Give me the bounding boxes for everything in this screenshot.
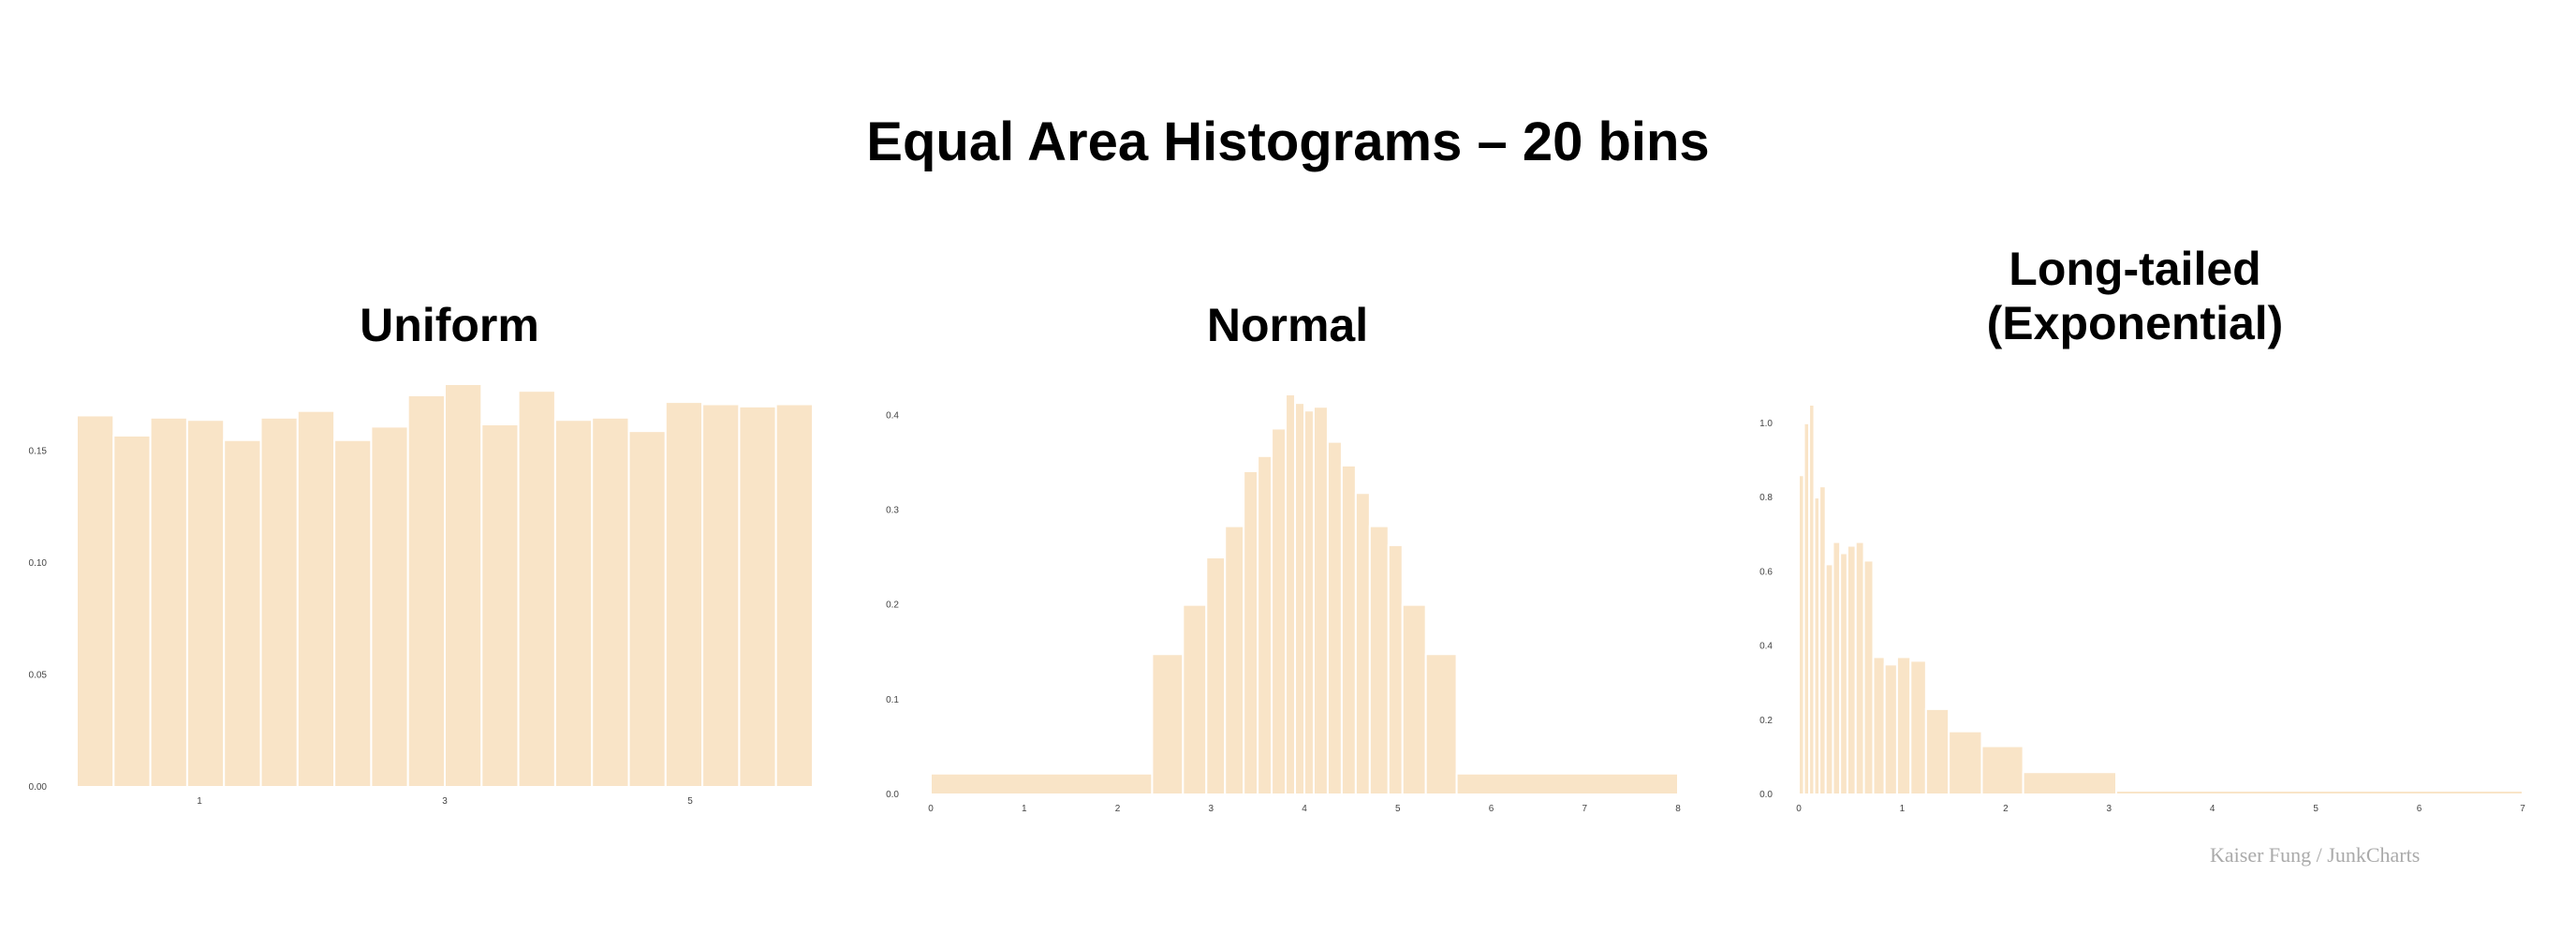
y-tick-label: 0.3 (886, 505, 899, 515)
histogram-bar-uniform-12 (517, 390, 556, 788)
histogram-bar-exponential-17 (1980, 745, 2024, 795)
x-tick-label: 5 (2313, 804, 2318, 814)
histogram-bar-exponential-11 (1872, 656, 1886, 796)
histogram-bar-uniform-11 (480, 423, 520, 788)
y-tick-label: 1.0 (1759, 419, 1773, 429)
y-tick-label: 0.2 (886, 601, 899, 611)
histogram-bar-uniform-18 (738, 405, 777, 788)
y-tick-label: 0.0 (1759, 790, 1773, 800)
x-tick-label: 3 (1208, 804, 1214, 814)
x-tick-label: 8 (1675, 804, 1681, 814)
y-tick-label: 0.2 (1759, 716, 1773, 726)
x-tick-label: 6 (2417, 804, 2422, 814)
histogram-bar-normal-1 (1151, 653, 1185, 796)
histogram-bar-uniform-14 (591, 416, 630, 788)
histogram-bar-normal-4 (1224, 525, 1245, 795)
y-tick-label: 0.4 (1759, 642, 1773, 652)
histogram-bar-normal-7 (1271, 427, 1288, 795)
histogram-bar-exponential-14 (1909, 660, 1927, 795)
x-tick-label: 7 (2520, 804, 2525, 814)
x-tick-label: 1 (1900, 804, 1906, 814)
histogram-bar-uniform-1 (112, 434, 152, 788)
histogram-normal: 0.0 0.1 0.2 0.3 0.4 0 1 2 3 4 5 6 7 8 (886, 393, 1681, 814)
y-tick-label: 0.05 (29, 671, 48, 681)
y-tick-label: 0.15 (29, 447, 48, 457)
y-tick-label: 0.4 (886, 410, 899, 421)
histogram-bar-exponential-10 (1862, 559, 1875, 796)
histogram-bar-normal-3 (1205, 556, 1227, 796)
histogram-bar-uniform-15 (627, 430, 667, 788)
histogram-bar-normal-0 (930, 772, 1154, 795)
histogram-bar-exponential-7 (1839, 552, 1848, 795)
x-tick-label: 4 (2210, 804, 2215, 814)
histogram-bar-normal-16 (1387, 543, 1404, 795)
histogram-bar-uniform-0 (76, 414, 115, 788)
histogram-bar-exponential-5 (1824, 563, 1834, 795)
x-tick-label: 0 (928, 804, 934, 814)
histogram-bar-uniform-4 (223, 438, 262, 788)
y-tick-label: 0.8 (1759, 493, 1773, 503)
histogram-bar-normal-17 (1401, 603, 1427, 795)
histogram-bar-exponential-16 (1948, 730, 1983, 796)
x-tick-label: 0 (1796, 804, 1802, 814)
histogram-bar-uniform-8 (370, 425, 409, 788)
histogram-bar-exponential-6 (1832, 541, 1842, 795)
y-tick-label: 0.1 (886, 695, 899, 705)
histogram-bar-uniform-10 (444, 383, 483, 788)
histogram-uniform: 0.00 0.05 0.10 0.15 1 3 5 (29, 383, 815, 807)
x-tick-label: 1 (1022, 804, 1027, 814)
histogram-bar-uniform-6 (296, 409, 336, 788)
histogram-bar-uniform-5 (259, 416, 299, 788)
y-tick-label: 0.0 (886, 790, 899, 800)
histogram-bar-uniform-3 (185, 419, 226, 788)
histogram-bar-normal-14 (1354, 492, 1371, 796)
histogram-bar-uniform-19 (774, 403, 815, 788)
histogram-bar-normal-13 (1340, 464, 1357, 795)
x-tick-label: 5 (687, 796, 693, 807)
histogram-bar-normal-10 (1303, 409, 1315, 795)
histogram-exponential: 0.0 0.2 0.4 0.6 0.8 1.0 0 1 2 3 4 5 6 7 (1759, 404, 2525, 814)
histogram-bar-exponential-19 (2115, 790, 2524, 795)
y-tick-label: 0.00 (29, 782, 48, 793)
histogram-bar-normal-8 (1285, 393, 1297, 795)
histogram-bar-uniform-13 (553, 419, 594, 788)
x-tick-label: 3 (442, 796, 448, 807)
histogram-bar-normal-15 (1368, 525, 1390, 795)
histogram-bar-uniform-16 (664, 401, 704, 788)
histogram-bar-normal-9 (1294, 402, 1306, 795)
x-tick-label: 1 (197, 796, 202, 807)
histogram-bar-uniform-9 (406, 393, 447, 788)
page-title: Equal Area Histograms – 20 bins (866, 111, 1710, 172)
histogram-bar-exponential-15 (1924, 707, 1950, 796)
x-tick-label: 3 (2107, 804, 2112, 814)
histogram-bar-exponential-8 (1846, 544, 1857, 795)
histogram-bar-normal-5 (1243, 469, 1259, 795)
x-tick-label: 2 (2003, 804, 2009, 814)
x-tick-label: 2 (1115, 804, 1121, 814)
histogram-bar-normal-18 (1424, 653, 1458, 796)
histogram-bar-normal-6 (1257, 454, 1273, 795)
histogram-bar-uniform-2 (149, 416, 188, 788)
x-tick-label: 7 (1582, 804, 1587, 814)
panel-title-uniform: Uniform (360, 299, 539, 351)
histogram-bar-exponential-13 (1895, 656, 1912, 796)
y-tick-label: 0.10 (29, 558, 48, 569)
histogram-bar-normal-11 (1312, 406, 1329, 795)
x-tick-label: 6 (1489, 804, 1494, 814)
panel-title-exponential: Long-tailed (Exponential) (1986, 243, 2284, 349)
panel-title-normal: Normal (1206, 299, 1369, 351)
histogram-bar-uniform-17 (701, 403, 741, 788)
histogram-bar-uniform-7 (333, 438, 373, 788)
histogram-bar-exponential-9 (1854, 541, 1865, 795)
x-tick-label: 5 (1395, 804, 1401, 814)
histogram-bar-normal-12 (1326, 440, 1343, 795)
histogram-bar-normal-2 (1182, 603, 1208, 795)
histogram-bar-exponential-18 (2022, 771, 2118, 796)
x-tick-label: 4 (1302, 804, 1307, 814)
credit-watermark: Kaiser Fung / JunkCharts (2210, 843, 2421, 867)
y-tick-label: 0.6 (1759, 567, 1773, 577)
histogram-bar-exponential-12 (1883, 663, 1898, 795)
histogram-bar-normal-19 (1455, 772, 1680, 795)
